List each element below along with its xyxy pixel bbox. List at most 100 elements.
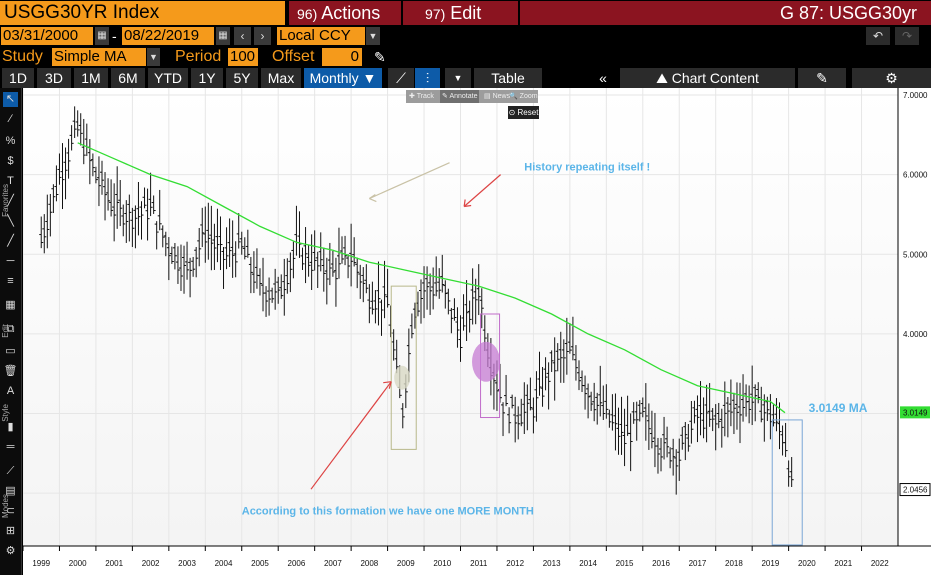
x-tick-label: 2012 — [506, 559, 524, 568]
chart-mini-toolbar: ✚ Track ✎ Annotate ▤ News 🔍 Zoom — [406, 90, 538, 103]
bar-chart-icon[interactable]: ⫶ — [415, 68, 440, 88]
offset-input[interactable]: 0 — [322, 48, 362, 66]
pointer-icon[interactable]: ↖ — [3, 92, 18, 107]
track-button[interactable]: ✚ Track — [409, 93, 434, 100]
x-tick-label: 2003 — [178, 559, 196, 568]
y-tick-label: 3.0149 — [903, 408, 928, 417]
modes-label: Modes — [1, 494, 10, 519]
period-button-6m[interactable]: 6M — [111, 68, 145, 88]
arrow-head — [369, 194, 377, 203]
color-swatch-icon[interactable]: ▮ — [7, 421, 14, 433]
edit-menu-button[interactable]: 97) Edit — [403, 1, 518, 25]
moving-average-line — [77, 142, 786, 414]
draw-mode-icon[interactable]: ⟋ — [6, 465, 15, 477]
period-button-max[interactable]: Max — [261, 68, 301, 88]
brush-tool-icon[interactable]: ╱ — [7, 195, 14, 207]
ticker-field[interactable]: USGG30YR Index — [0, 1, 285, 25]
frequency-select[interactable]: Monthly ▼ — [304, 68, 382, 88]
eraser-tool-icon[interactable]: ▭ — [5, 345, 16, 357]
currency-select[interactable]: Local CCY — [277, 27, 365, 45]
chart-content-icon: ⛰ — [656, 70, 672, 86]
chart-type-dropdown-icon[interactable]: ▼ — [445, 68, 471, 88]
grid-tool-icon[interactable]: ▦ — [5, 299, 16, 311]
ray-tool-icon[interactable]: ╱ — [7, 235, 14, 247]
actions-menu-button[interactable]: 96) Actions — [289, 1, 401, 25]
chevron-left-icon[interactable]: ‹ — [234, 27, 251, 45]
zoom-button[interactable]: 🔍 Zoom — [509, 93, 538, 100]
trash-icon[interactable]: 🗑 — [3, 365, 18, 377]
calendar-icon[interactable]: ▦ — [95, 27, 109, 45]
date-dash: - — [112, 28, 117, 44]
x-tick-label: 2000 — [69, 559, 87, 568]
x-tick-label: 2016 — [652, 559, 670, 568]
study-select[interactable]: Simple MA — [52, 48, 146, 66]
text-tool-icon[interactable]: T — [7, 175, 14, 187]
line-tool-icon[interactable]: ∕ — [9, 113, 12, 125]
news-button[interactable]: ▤ News — [484, 93, 511, 100]
reset-button[interactable]: ⊙ Reset — [508, 106, 539, 119]
dropdown-arrow-icon[interactable]: ▼ — [366, 27, 380, 45]
period-button-1m[interactable]: 1M — [74, 68, 108, 88]
gear-icon[interactable]: ⚙ — [852, 68, 931, 88]
channel-tool-icon[interactable]: ╲ — [7, 215, 14, 227]
x-tick-label: 2011 — [470, 559, 488, 568]
period-button-3d[interactable]: 3D — [37, 68, 71, 88]
layers-icon[interactable]: ⊞ — [5, 525, 16, 537]
chart-toolbar: 1D 3D 1M 6M YTD 1Y 5Y Max Monthly ▼ ⟋ ⫶ … — [0, 68, 931, 88]
undo-icon[interactable]: ↶ — [866, 27, 890, 45]
favorites-label: Favorites — [1, 184, 10, 217]
period-button-ytd[interactable]: YTD — [148, 68, 188, 88]
date-range-bar: 03/31/2000 ▦ - 08/22/2019 ▦ ‹ › Local CC… — [0, 26, 931, 46]
y-tick-label: 4.0000 — [903, 330, 928, 339]
redo-icon[interactable]: ↷ — [895, 27, 919, 45]
x-tick-label: 2005 — [251, 559, 269, 568]
collapse-icon[interactable]: « — [590, 68, 616, 88]
start-date-field[interactable]: 03/31/2000 — [1, 27, 93, 45]
annotation-formation: According to this formation we have one … — [242, 506, 534, 518]
tool-rail: ↖ ∕ % $ T ╱ ╲ ╱ ─ ≡ ▦ ⧉ ▭ 🗑 A ▮ ═ ⟋ ▤ ⊂ … — [0, 88, 22, 575]
function-title: G 87: USGG30yr — [520, 1, 931, 25]
x-tick-label: 2018 — [725, 559, 743, 568]
settings-icon[interactable]: ⚙ — [5, 545, 16, 557]
x-tick-label: 2021 — [834, 559, 852, 568]
period-button-5y[interactable]: 5Y — [226, 68, 258, 88]
link-mode-icon[interactable]: ⊂ — [5, 505, 16, 517]
chart-panel[interactable]: 1999 2000 2001 2002 2003 2004 2005 2006 2007 2008… — [22, 88, 931, 575]
edit-code: 97) — [425, 6, 446, 22]
study-label: Study — [2, 48, 43, 65]
chart-svg[interactable]: 1999 2000 2001 2002 2003 2004 2005 2006 2007 2008… — [22, 88, 931, 575]
period-input[interactable]: 100 — [228, 48, 258, 66]
dollar-tool-icon[interactable]: $ — [7, 155, 14, 167]
y-tick-label: 5.0000 — [903, 250, 928, 259]
arrow-history-left — [369, 162, 450, 200]
pencil-icon[interactable]: ✎ — [374, 49, 386, 65]
period-button-1y[interactable]: 1Y — [191, 68, 223, 88]
x-tick-label: 2020 — [798, 559, 816, 568]
actions-label: Actions — [321, 3, 381, 23]
edit-chart-icon[interactable]: ✎ — [798, 68, 846, 88]
hline-tool-icon[interactable]: ─ — [6, 255, 15, 267]
annotation-tool-icon[interactable]: A — [6, 385, 15, 397]
magnet-icon[interactable]: ▤ — [5, 485, 16, 497]
title-bar: USGG30YR Index 96) Actions 97) Edit G 87… — [0, 0, 931, 26]
annotate-button[interactable]: ✎ Annotate — [440, 90, 480, 103]
copy-tool-icon[interactable]: ⧉ — [6, 323, 15, 335]
percent-tool-icon[interactable]: % — [5, 135, 16, 147]
x-tick-label: 2015 — [616, 559, 634, 568]
line-style-icon[interactable]: ═ — [6, 441, 15, 453]
end-date-field[interactable]: 08/22/2019 — [122, 27, 214, 45]
calendar-icon[interactable]: ▦ — [216, 27, 230, 45]
line-chart-icon[interactable]: ⟋ — [388, 68, 414, 88]
table-button[interactable]: Table — [474, 68, 542, 88]
x-tick-label: 2002 — [142, 559, 160, 568]
chevron-right-icon[interactable]: › — [254, 27, 271, 45]
period-button-1d[interactable]: 1D — [2, 68, 34, 88]
dropdown-arrow-icon[interactable]: ▼ — [147, 48, 160, 66]
x-tick-label: 2014 — [579, 559, 597, 568]
fib-tool-icon[interactable]: ≡ — [7, 275, 14, 287]
x-tick-label: 2022 — [871, 559, 889, 568]
x-tick-label: 2004 — [215, 559, 233, 568]
last-value-box — [899, 483, 931, 497]
chart-content-button[interactable]: ⛰ Chart Content — [620, 68, 795, 88]
y-tick-label: 6.0000 — [903, 171, 928, 180]
